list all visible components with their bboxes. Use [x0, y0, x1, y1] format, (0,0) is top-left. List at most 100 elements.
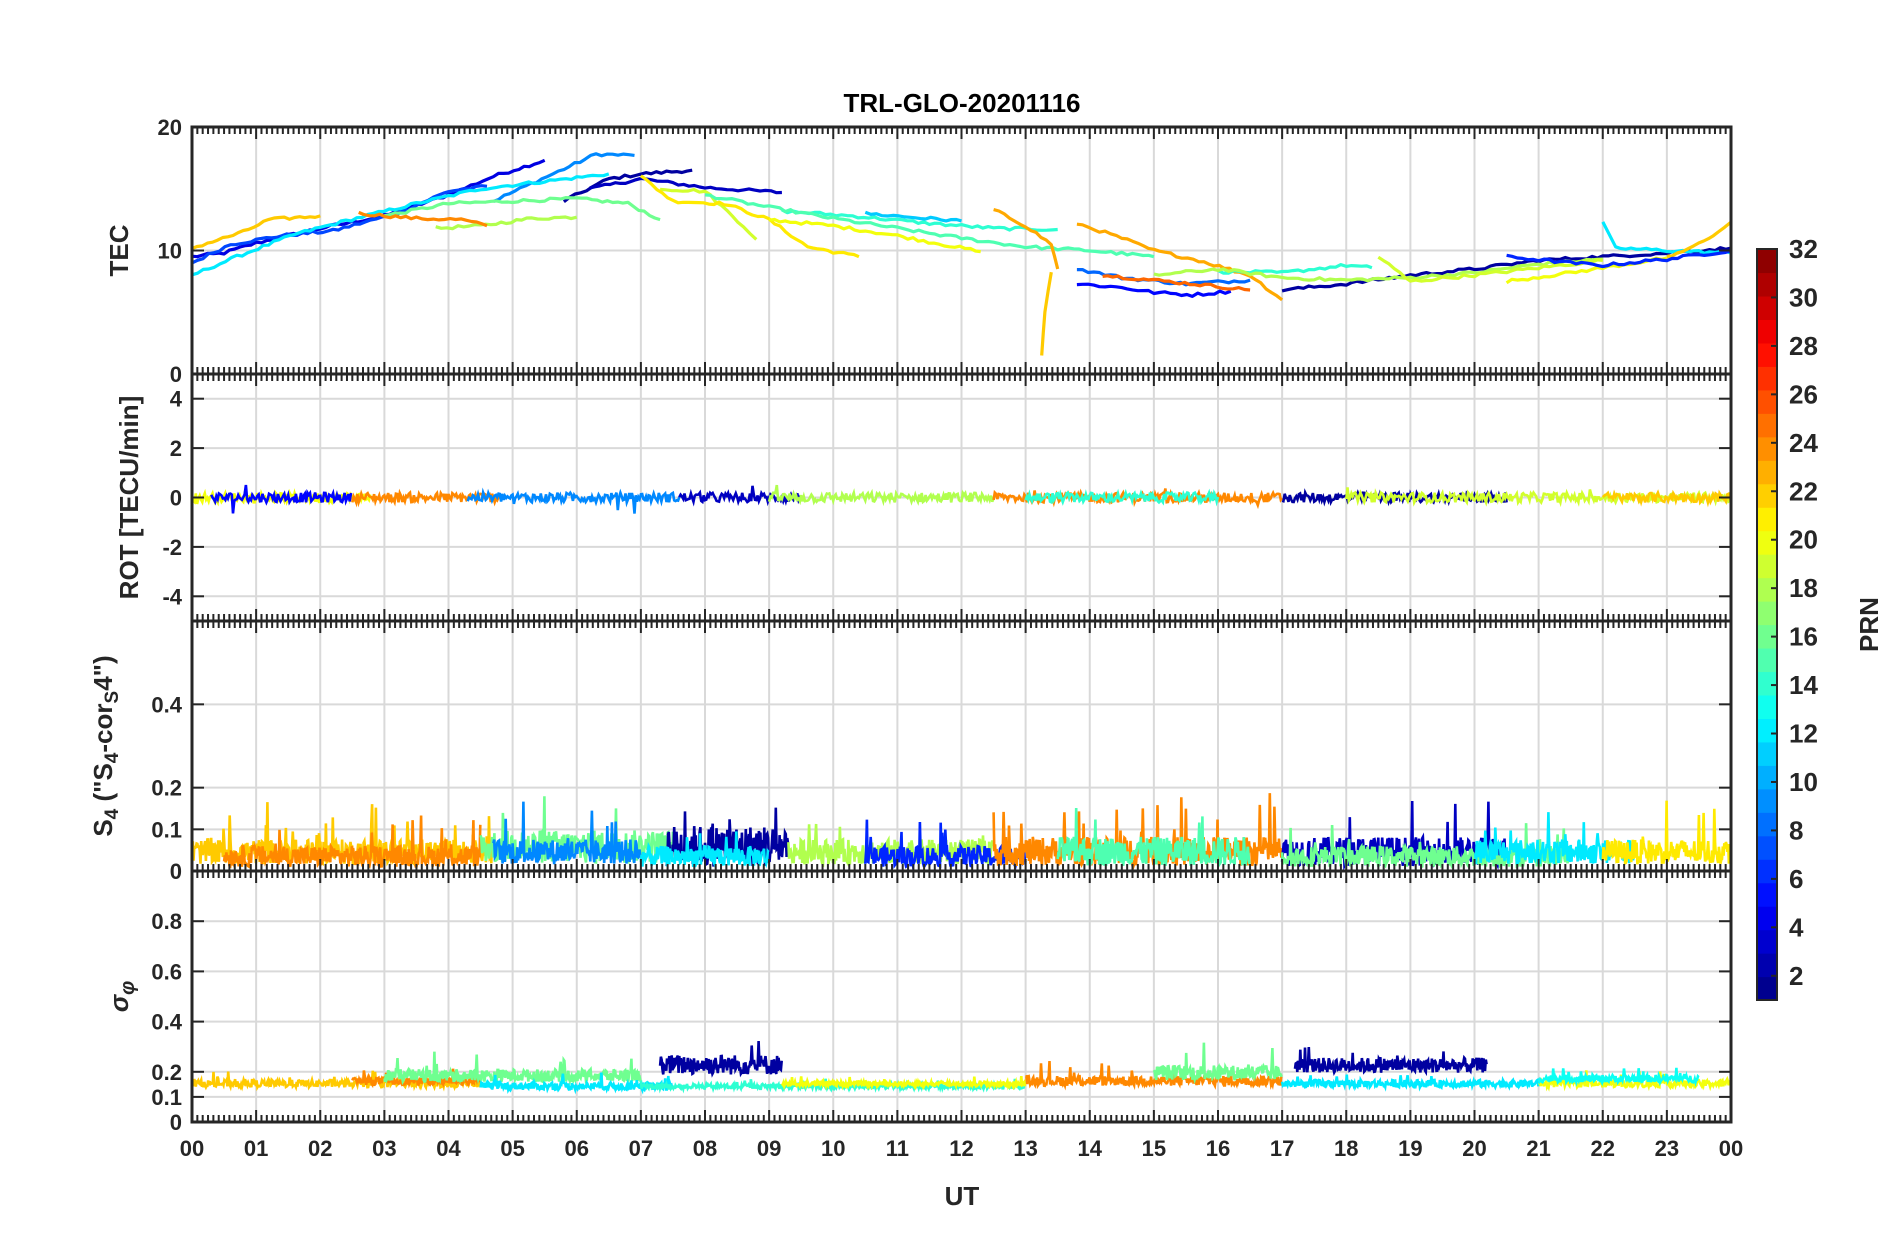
- y-tick-label: -2: [162, 535, 182, 560]
- colorbar-tick-label: 32: [1789, 234, 1818, 264]
- y-tick-label: 0.1: [151, 1085, 182, 1110]
- colorbar-tick-label: 20: [1789, 525, 1818, 555]
- colorbar-label: PRN: [1854, 597, 1884, 652]
- x-tick-label: 01: [244, 1136, 268, 1161]
- colorbar-swatch: [1757, 272, 1777, 297]
- s4-series-prn-21: [1601, 800, 1731, 866]
- tec-series-prn-9: [492, 152, 635, 203]
- y-tick-label: -4: [162, 584, 182, 609]
- s4-series-prn-12: [639, 831, 770, 870]
- rot-series-prn-9: [466, 487, 681, 514]
- tec-series-prn-15: [704, 193, 1155, 259]
- label-subscript: 4: [102, 808, 123, 819]
- y-axis-label-sigphi: σφ: [104, 981, 139, 1012]
- y-tick-label: 0.4: [151, 692, 182, 717]
- colorbar-swatch: [1757, 647, 1777, 673]
- y-axis-label-s4: S4 ("S4-corS4"): [88, 655, 123, 836]
- tec-series-prn-18: [1153, 257, 1603, 283]
- colorbar-tick-label: 14: [1789, 670, 1818, 700]
- tec-series-prn-2: [1281, 246, 1731, 293]
- label-subscript: 4: [102, 752, 123, 763]
- tec-series-prn-19: [1377, 255, 1603, 283]
- x-tick-label: 05: [500, 1136, 524, 1161]
- x-tick-label: 02: [308, 1136, 332, 1161]
- x-tick-label: 00: [1719, 1136, 1743, 1161]
- tec-series-prn-5: [1076, 282, 1232, 298]
- tec-series-prn-12: [1601, 221, 1731, 255]
- rot-series-prn-5: [210, 484, 353, 514]
- s4-series-prn-24: [222, 815, 482, 870]
- rot-series-prn-2: [1281, 488, 1508, 507]
- label-part: ("S: [88, 763, 118, 809]
- rot-series-prn-14: [1024, 488, 1220, 507]
- x-tick-label: 08: [693, 1136, 717, 1161]
- x-tick-label: 22: [1591, 1136, 1615, 1161]
- s4-series-prn-24: [992, 793, 1283, 871]
- tec-series-prn-22: [192, 214, 321, 250]
- y-tick-label: 0: [170, 859, 182, 884]
- data-layer: [192, 1041, 1731, 1095]
- colorbar-swatch: [1757, 295, 1777, 321]
- colorbar-swatch: [1757, 624, 1777, 649]
- colorbar-tick-label: 24: [1789, 428, 1818, 458]
- colorbar-tick-label: 6: [1789, 864, 1803, 894]
- tec-series-prn-3: [589, 176, 782, 195]
- s4-series-prn-15: [1056, 807, 1251, 868]
- colorbar-swatch: [1757, 765, 1777, 790]
- panel-s4: 00.10.20.4S4 ("S4-corS4"): [88, 619, 1733, 884]
- colorbar-swatch: [1757, 249, 1777, 274]
- colorbar-swatch: [1757, 601, 1777, 626]
- tec-series-prn-6: [1506, 248, 1731, 269]
- rot-series-prn-24: [351, 488, 500, 508]
- y-tick-label: 0: [170, 486, 182, 511]
- colorbar-swatch: [1757, 554, 1777, 579]
- colorbar-swatch: [1757, 718, 1777, 743]
- colorbar-swatch: [1757, 413, 1777, 438]
- colorbar-swatch: [1757, 976, 1777, 1001]
- colorbar-swatch: [1757, 906, 1777, 931]
- colorbar-swatch: [1757, 671, 1777, 696]
- y-tick-label: 2: [170, 436, 182, 461]
- colorbar-tick-label: 30: [1789, 282, 1818, 312]
- x-tick-label: 16: [1206, 1136, 1230, 1161]
- y-axis-label-tec: TEC: [104, 224, 134, 276]
- tec-series-prn-18: [435, 215, 578, 231]
- tec-series-prn-24: [358, 210, 488, 228]
- label-part: S: [88, 819, 118, 836]
- tec-series-prn-2: [562, 168, 693, 204]
- label-part: 4"): [88, 655, 118, 690]
- colorbar-tick-label: 8: [1789, 815, 1803, 845]
- colorbar-tick-label: 16: [1789, 622, 1818, 652]
- colorbar-swatch: [1757, 929, 1777, 954]
- x-tick-label: 07: [629, 1136, 653, 1161]
- x-tick-label: 18: [1334, 1136, 1358, 1161]
- colorbar-tick-label: 22: [1789, 476, 1818, 506]
- label-part: σ: [104, 993, 134, 1012]
- colorbar-tick-label: 4: [1789, 912, 1804, 942]
- colorbar-swatch: [1757, 460, 1777, 485]
- colorbar-swatch: [1757, 882, 1777, 907]
- x-tick-label: 23: [1655, 1136, 1679, 1161]
- colorbar-swatch: [1757, 859, 1777, 884]
- colorbar-tick-label: 2: [1789, 961, 1803, 991]
- y-tick-label: 0.6: [151, 959, 182, 984]
- label-subscript: φ: [117, 981, 139, 995]
- x-tick-label: 03: [372, 1136, 396, 1161]
- data-layer: [192, 793, 1731, 871]
- y-tick-label: 0.2: [151, 776, 182, 801]
- data-layer: [192, 152, 1731, 356]
- chart-title: TRL-GLO-20201116: [844, 88, 1081, 118]
- tec-series-prn-21: [639, 174, 860, 259]
- sigphi-series-prn-13: [1537, 1067, 1700, 1088]
- rot-series-prn-22: [1602, 489, 1731, 508]
- colorbar-swatch: [1757, 953, 1777, 978]
- y-tick-label: 0.2: [151, 1060, 182, 1085]
- x-tick-label: 19: [1398, 1136, 1422, 1161]
- x-tick-label: 11: [886, 1136, 909, 1161]
- s4-series-prn-9: [492, 801, 642, 865]
- x-tick-label: 17: [1270, 1136, 1294, 1161]
- colorbar-tick-label: 12: [1789, 719, 1818, 749]
- colorbar-swatch: [1757, 741, 1777, 766]
- colorbar-swatch: [1757, 366, 1777, 391]
